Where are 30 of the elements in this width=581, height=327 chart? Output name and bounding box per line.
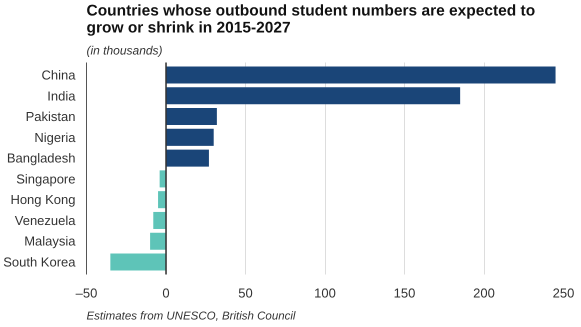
y-tick-label: Singapore bbox=[16, 171, 76, 186]
text: Estimates from UNESCO, British Council bbox=[86, 310, 296, 322]
x-tick-label: 150 bbox=[394, 286, 416, 300]
y-tick-label: India bbox=[47, 88, 76, 104]
chart-title: Countries whose outbound student numbers are expected to grow or shrink in 2015-2027 bbox=[86, 2, 536, 36]
x-tick-label: 100 bbox=[314, 286, 336, 300]
bar bbox=[166, 87, 460, 104]
bar bbox=[166, 108, 217, 126]
y-tick-label: Pakistan bbox=[26, 109, 76, 124]
bar bbox=[166, 150, 209, 167]
bar bbox=[158, 191, 166, 208]
y-tick-label: Hong Kong bbox=[10, 192, 76, 208]
x-tick-label: –50 bbox=[76, 286, 98, 300]
bar bbox=[153, 212, 166, 229]
x-tick-label: 50 bbox=[238, 286, 253, 300]
y-tick-label: Nigeria bbox=[34, 130, 76, 145]
x-tick-label: 250 bbox=[552, 286, 574, 300]
y-tick-label: Venezuela bbox=[14, 212, 76, 228]
bar bbox=[166, 128, 214, 146]
bar bbox=[160, 170, 166, 188]
x-tick-label: 200 bbox=[473, 286, 495, 300]
chart-subtitle: (in thousands) bbox=[86, 44, 163, 58]
x-tick-label: 0 bbox=[162, 286, 170, 300]
y-tick-label: China bbox=[42, 67, 76, 82]
y-tick-label: Malaysia bbox=[24, 234, 76, 249]
y-tick-label: South Korea bbox=[3, 254, 76, 270]
y-tick-label: Bangladesh bbox=[6, 150, 76, 166]
bar bbox=[110, 254, 166, 271]
bar bbox=[150, 232, 166, 250]
bar bbox=[166, 66, 556, 84]
